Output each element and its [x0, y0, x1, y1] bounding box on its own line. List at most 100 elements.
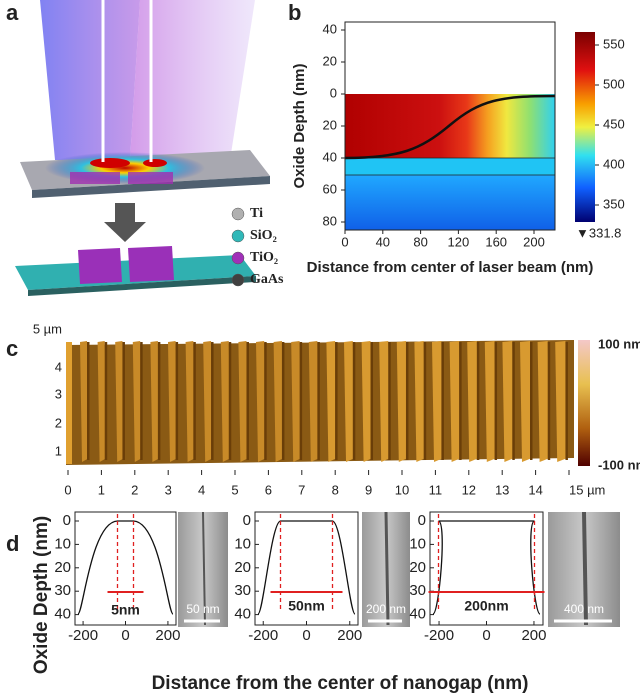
afm-stripe	[291, 341, 302, 462]
afm-stripe	[379, 341, 391, 462]
afm-shadow	[122, 342, 125, 460]
afm-shadow	[494, 342, 498, 460]
y-tick-label: 10	[54, 535, 71, 552]
y-tick-label: 80	[323, 213, 337, 228]
plot-frame	[254, 511, 359, 626]
y-tick-label: 40	[323, 21, 337, 36]
x-tick-label: 6	[265, 482, 272, 497]
colorbar-tick-label: 400	[603, 156, 625, 171]
x-tick-label: 0	[302, 627, 310, 644]
gap-label: 50nm	[288, 598, 325, 614]
afm-stripe	[555, 341, 568, 462]
legend-marker	[231, 207, 245, 221]
scale-bar-label: 50 nm	[186, 602, 219, 616]
x-tick-label: 0	[121, 627, 129, 644]
y-tick-label: 20	[234, 559, 251, 576]
panel-label: a	[6, 0, 19, 25]
afm-stripe	[256, 341, 267, 462]
x-tick-label: 80	[413, 234, 427, 249]
afm-stripe	[97, 341, 107, 462]
legend-marker	[231, 273, 245, 287]
colorbar	[578, 340, 590, 466]
afm-shadow	[246, 342, 249, 460]
y-tick-label: 0	[418, 512, 426, 529]
y-tick-label: 30	[234, 582, 251, 599]
x-tick-label: 200	[521, 627, 546, 644]
x-axis-title: Distance from the center of nanogap (nm)	[152, 673, 529, 694]
legend-marker	[231, 229, 245, 243]
afm-shadow	[423, 342, 427, 460]
x-tick-label: 0	[341, 234, 348, 249]
colorbar-tick-label: 550	[603, 36, 625, 51]
laser-illustration	[15, 0, 270, 296]
x-tick-label: 160	[485, 234, 507, 249]
x-tick-label: 200	[523, 234, 545, 249]
afm-stripe	[203, 341, 214, 462]
afm-stripe	[185, 341, 196, 462]
panel-label: b	[288, 0, 301, 25]
afm-shadow	[299, 342, 303, 460]
afm-shadow	[512, 342, 515, 460]
y-tick-label: 60	[323, 181, 337, 196]
profile-curve	[257, 520, 356, 615]
afm-shadow	[140, 342, 143, 460]
panel-label: c	[6, 336, 18, 361]
afm-stripe	[326, 341, 338, 462]
afm-wall	[66, 342, 72, 464]
x-tick-label: -200	[248, 627, 278, 644]
afm-stripe	[344, 341, 355, 462]
afm-stripe	[168, 341, 178, 462]
y-tick-label: 30	[409, 582, 426, 599]
colorbar-tick-label: -100 nm	[598, 457, 640, 472]
y-tick-label: 0	[243, 512, 251, 529]
y-tick-label: 40	[409, 606, 426, 623]
y-tick-label: 10	[409, 535, 426, 552]
afm-shadow	[335, 342, 338, 460]
afm-stripe	[467, 341, 479, 462]
afm-stripe	[414, 341, 426, 462]
afm-stripe	[396, 341, 408, 462]
afm-stripe	[220, 341, 231, 462]
y-tick-label: 1	[55, 443, 62, 458]
afm-shadow	[547, 342, 551, 460]
afm-stripe	[537, 341, 550, 462]
scale-bar-label: 200 nm	[366, 602, 406, 616]
afm-shadow	[565, 342, 568, 460]
y-tick-label: 3	[55, 386, 62, 401]
afm-shadow	[175, 342, 179, 460]
x-tick-label: 3	[165, 482, 172, 497]
afm-stripe	[238, 341, 249, 462]
y-tick-label: 10	[234, 535, 251, 552]
afm-shadow	[530, 342, 533, 460]
x-tick-label: 12	[462, 482, 476, 497]
afm-shadow	[193, 342, 196, 460]
x-tick-label: 200	[155, 627, 180, 644]
y-tick-label: 4	[55, 359, 62, 374]
colorbar-tick-label: 500	[603, 76, 625, 91]
x-tick-label: 9	[365, 482, 372, 497]
colorbar-tick-label: 350	[603, 196, 625, 211]
afm-stripe	[132, 341, 143, 462]
x-tick-label: 4	[198, 482, 205, 497]
x-tick-label: 11	[429, 482, 443, 497]
afm-shadow	[476, 342, 480, 460]
sem-gap	[582, 511, 588, 626]
x-tick-label: 10	[395, 482, 409, 497]
afm-shadow	[317, 342, 320, 460]
afm-stripe	[449, 341, 462, 462]
x-tick-label: 1	[98, 482, 105, 497]
x-tick-label: 13	[495, 482, 509, 497]
afm-shadow	[264, 342, 267, 460]
plot-frame	[429, 511, 544, 626]
gap-label: 5nm	[111, 602, 140, 618]
y-tick-label: 40	[54, 606, 71, 623]
x-tick-label: 15 µm	[569, 482, 605, 497]
afm-stripe	[150, 341, 160, 462]
y-tick-label: 40	[323, 149, 337, 164]
x-tick-label: 5	[231, 482, 238, 497]
afm-stripe	[308, 341, 320, 462]
afm-stripe	[432, 341, 444, 462]
afm-stripe	[80, 341, 89, 462]
afm-shadow	[352, 342, 356, 460]
afm-shadow	[87, 342, 90, 460]
